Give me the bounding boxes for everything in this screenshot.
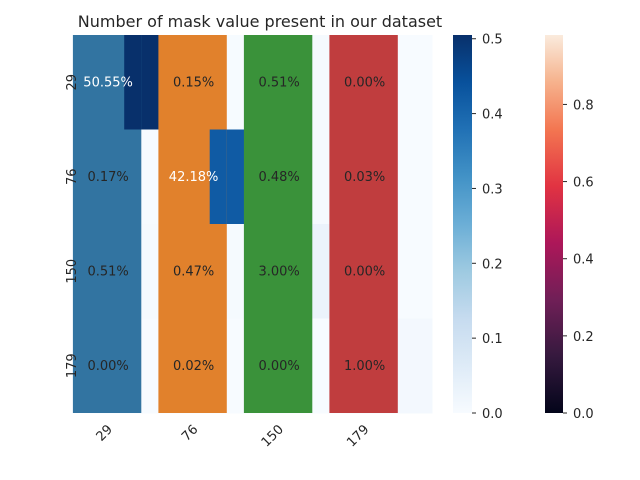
colorbar-rocket: 0.0 0.2 0.4 0.6 0.8 <box>545 35 594 422</box>
colorbar-tick-label: 0.0 <box>573 407 594 422</box>
overlay-bars <box>72 35 398 413</box>
heat-cell-highlight <box>209 129 227 224</box>
colorbar-tick-label: 0.5 <box>482 33 503 48</box>
cell-label: 0.03% <box>344 170 385 185</box>
colorbar-tick-label: 0.2 <box>482 257 503 272</box>
cell-label: 0.47% <box>173 264 214 279</box>
cell-label: 42.18% <box>169 170 219 185</box>
col-tick-label: 179 <box>344 422 372 450</box>
colorbar-tick-label: 0.2 <box>573 330 594 345</box>
chart-title: Number of mask value present in our data… <box>78 12 442 31</box>
colorbar-tick-label: 0.1 <box>482 332 503 347</box>
col-tick-label: 150 <box>259 422 287 450</box>
cell-label: 50.55% <box>83 75 133 90</box>
colorbar-tick-label: 0.6 <box>573 176 594 191</box>
colorbar-rocket-gradient <box>545 35 563 413</box>
overlay-bar <box>329 35 398 413</box>
colorbar-tick-label: 0.8 <box>573 98 594 113</box>
cell-labels: 50.55% 0.15% 0.51% 0.00% 0.17% 42.18% 0.48% 0.0… <box>83 75 385 374</box>
cell-label: 0.15% <box>173 75 214 90</box>
row-tick-label: 150 <box>65 259 80 284</box>
colorbar-blues: 0.0 0.1 0.2 0.3 0.4 0.5 <box>453 33 503 422</box>
row-tick-label: 179 <box>65 353 80 378</box>
col-tick-label: 76 <box>179 422 201 444</box>
cell-label: 0.51% <box>87 264 128 279</box>
cell-label: 0.00% <box>258 359 299 374</box>
cell-label: 0.00% <box>87 359 128 374</box>
cell-label: 1.00% <box>344 359 385 374</box>
col-tick-labels: 29 76 150 179 <box>94 422 373 450</box>
overlay-bar <box>243 35 313 413</box>
colorbar-tick-label: 0.4 <box>482 108 503 123</box>
cell-label: 0.00% <box>344 75 385 90</box>
heat-cell-highlight <box>124 35 142 130</box>
row-tick-label: 29 <box>65 74 80 91</box>
row-tick-label: 76 <box>65 168 80 185</box>
colorbar-tick-label: 0.4 <box>573 253 594 268</box>
colorbar-blues-gradient <box>453 35 472 413</box>
cell-label: 0.48% <box>258 170 299 185</box>
colorbar-tick-label: 0.3 <box>482 182 503 197</box>
row-tick-labels: 29 76 150 179 <box>65 74 80 378</box>
cell-label: 0.17% <box>87 170 128 185</box>
cell-label: 0.51% <box>258 75 299 90</box>
cell-label: 0.00% <box>344 264 385 279</box>
colorbar-tick-label: 0.0 <box>482 407 503 422</box>
col-tick-label: 29 <box>94 422 116 444</box>
cell-label: 0.02% <box>173 359 214 374</box>
cell-label: 3.00% <box>258 264 299 279</box>
